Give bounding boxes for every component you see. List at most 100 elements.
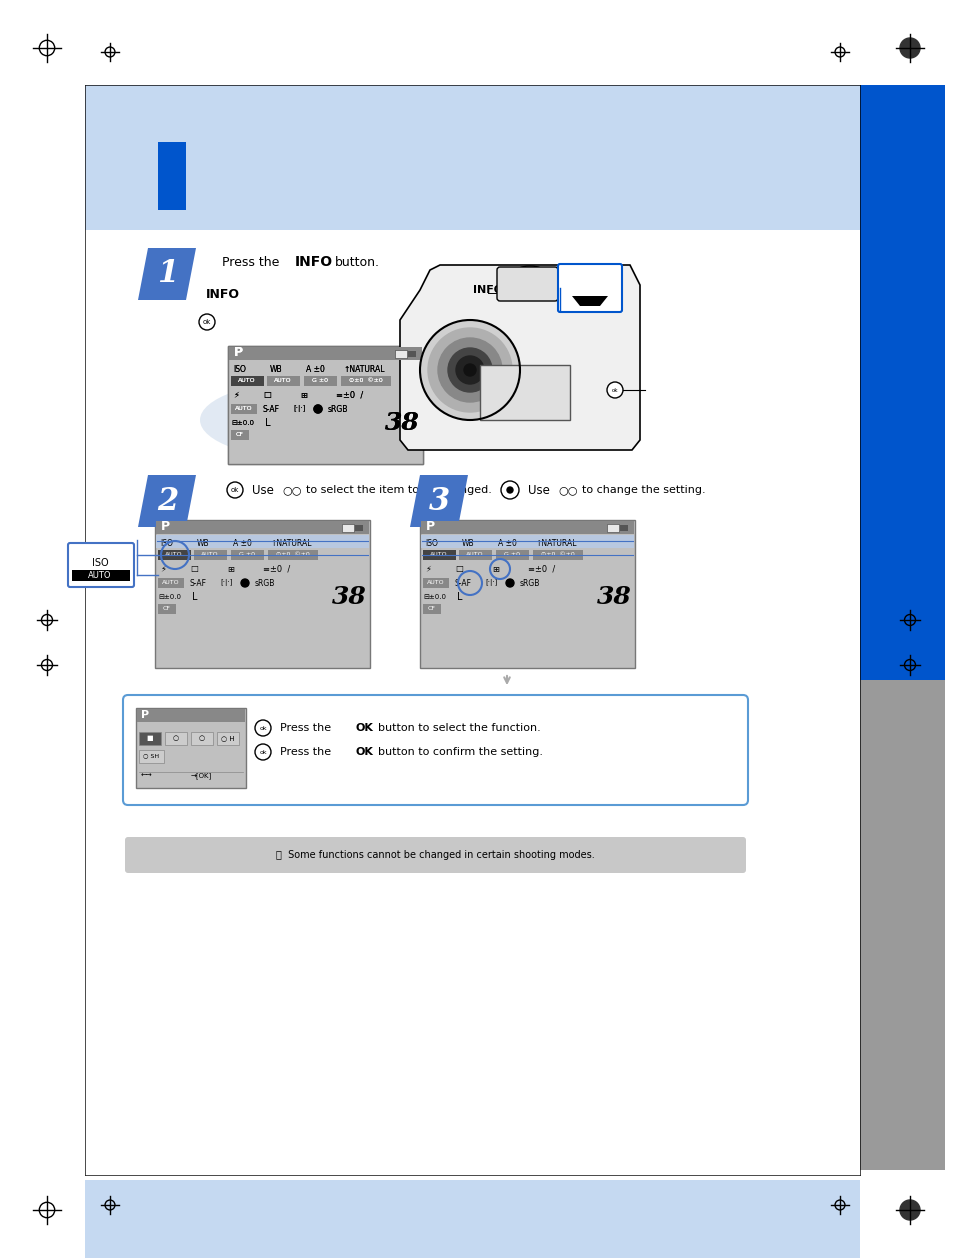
Text: [·|·]: [·|·] [293,405,305,413]
Text: Use: Use [252,483,274,497]
Circle shape [505,579,514,587]
Circle shape [241,579,249,587]
FancyBboxPatch shape [68,543,133,587]
Text: 38: 38 [385,411,419,435]
Bar [229,347,421,360]
Bar [231,550,264,560]
Text: WB: WB [461,538,475,547]
Text: WB: WB [270,365,282,374]
Text: AUTO: AUTO [238,379,255,384]
Text: P: P [161,521,170,533]
Circle shape [506,487,513,493]
Text: AUTO: AUTO [427,580,444,585]
Bar [479,365,569,420]
Text: ok: ok [259,726,267,731]
Text: INFO: INFO [473,286,502,294]
Text: ≡±0  /: ≡±0 / [263,565,290,574]
Text: 38: 38 [332,585,366,609]
Text: 🔧  Some functions cannot be changed in certain shooting modes.: 🔧 Some functions cannot be changed in ce… [275,850,594,860]
Ellipse shape [559,273,579,287]
Text: ⊟±0.0: ⊟±0.0 [231,420,253,426]
Bar [216,732,239,745]
Text: Press the: Press the [280,723,331,733]
Bar [158,550,191,560]
Text: 1: 1 [157,258,178,289]
Bar [420,535,634,548]
Text: ⊞: ⊞ [299,390,307,400]
Bar [71,570,130,581]
Text: ISO: ISO [160,538,172,547]
Text: G ±0: G ±0 [312,379,328,384]
Bar [231,376,264,386]
Bar [154,520,370,668]
Text: ≡±0  /: ≡±0 / [335,390,363,400]
Text: sRGB: sRGB [328,405,348,414]
Text: ⊙±0  ©±0: ⊙±0 ©±0 [349,379,382,384]
Text: ○: ○ [172,735,179,741]
Text: ok: ok [611,387,618,392]
Text: ○: ○ [199,735,205,741]
Text: ≡±0  /: ≡±0 / [527,565,555,574]
Bar [231,404,256,414]
Text: Press the: Press the [280,747,331,757]
Text: CF: CF [235,433,244,438]
Circle shape [428,328,512,413]
Polygon shape [138,476,195,527]
Bar [165,732,187,745]
Text: AUTO: AUTO [162,580,179,585]
Text: ISO: ISO [233,365,246,374]
Bar [137,710,245,722]
Text: ok: ok [203,320,211,325]
Circle shape [419,320,519,420]
Text: ISO: ISO [233,365,246,374]
Text: ↑NATURAL: ↑NATURAL [535,538,576,547]
Text: ok: ok [231,487,239,493]
FancyBboxPatch shape [558,264,621,312]
Circle shape [463,364,476,376]
Text: INFO: INFO [206,288,240,302]
Text: G ±0: G ±0 [239,552,254,557]
Text: WB: WB [270,365,282,374]
Circle shape [448,348,492,392]
Text: L: L [192,593,197,603]
Text: CF: CF [235,433,244,438]
Bar [395,350,407,359]
Polygon shape [572,296,607,306]
Text: WB: WB [196,538,210,547]
Text: L: L [265,418,271,428]
Text: A ±0: A ±0 [497,538,517,547]
Bar [136,708,246,788]
Bar [859,86,944,681]
Text: P: P [141,710,149,720]
Bar [231,404,256,414]
FancyBboxPatch shape [123,694,747,805]
Circle shape [437,338,501,403]
Text: ⊟±0.0: ⊟±0.0 [231,420,253,426]
Text: AUTO: AUTO [89,570,112,580]
Text: Use: Use [527,483,549,497]
Text: □: □ [455,565,462,574]
Bar [304,376,336,386]
Text: 3: 3 [429,486,450,517]
Text: AUTO: AUTO [238,379,255,384]
Bar [408,351,416,357]
Text: [·|·]: [·|·] [293,405,305,413]
Bar [395,350,407,359]
Text: S-AF: S-AF [190,579,207,587]
Circle shape [314,405,322,413]
Text: ISO: ISO [91,559,109,569]
Text: G ±0: G ±0 [503,552,519,557]
Circle shape [899,1200,919,1220]
Bar [458,550,492,560]
Text: Press the: Press the [222,255,279,268]
Text: S-AF: S-AF [455,579,472,587]
Text: AUTO: AUTO [274,379,292,384]
Text: 38: 38 [385,411,419,435]
Text: ⚡: ⚡ [424,565,431,574]
Text: [·|·]: [·|·] [220,580,233,586]
Bar [268,550,317,560]
Text: ⊞: ⊞ [492,565,498,574]
Text: CF: CF [428,606,436,611]
Text: [·|·]: [·|·] [484,580,497,586]
Text: ⊟±0.0: ⊟±0.0 [422,594,446,600]
